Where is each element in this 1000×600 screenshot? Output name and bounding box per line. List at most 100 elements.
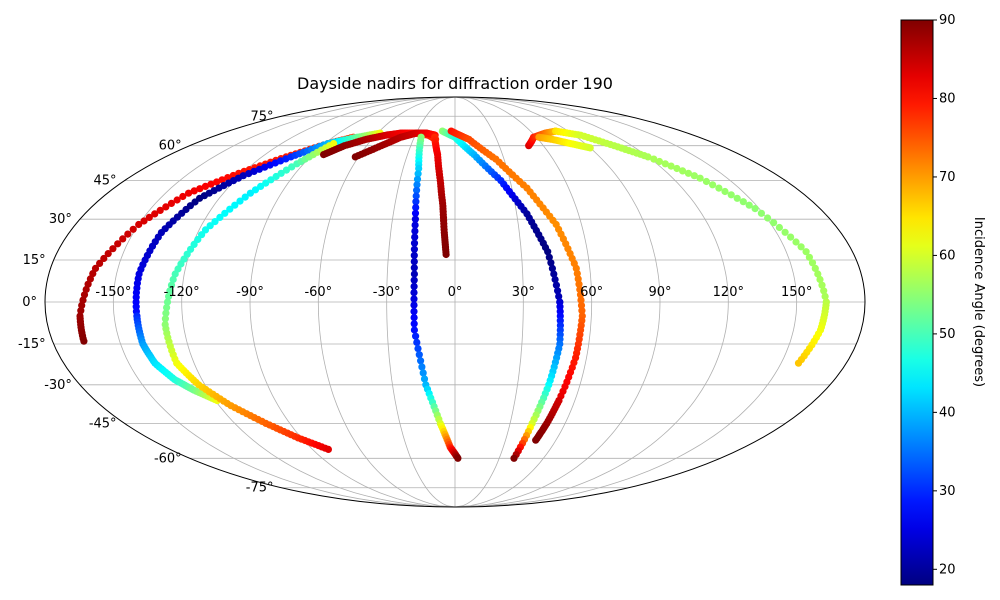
lat-tick-label: -75° [246, 481, 274, 496]
data-point [410, 307, 418, 315]
data-point [532, 436, 540, 444]
data-point [156, 206, 164, 214]
data-point [198, 231, 206, 239]
colorbar-tick-label: 50 [939, 327, 956, 342]
data-point [410, 326, 418, 334]
data-point [165, 292, 173, 300]
data-point [410, 239, 419, 247]
data-point [510, 454, 518, 462]
data-point [77, 307, 85, 315]
data-point [411, 221, 419, 229]
data-point [544, 248, 552, 256]
data-point [673, 164, 681, 173]
data-point [751, 205, 759, 213]
data-point [781, 228, 789, 236]
lon-tick-label: 60° [580, 285, 603, 300]
data-point [196, 185, 204, 193]
data-point [194, 235, 202, 244]
data-point [413, 175, 422, 183]
data-point [552, 281, 561, 289]
data-point [410, 301, 418, 309]
lon-tick-label: -120° [164, 285, 200, 300]
data-point [577, 301, 586, 309]
data-point [410, 282, 418, 290]
data-point [410, 314, 418, 322]
data-point [411, 215, 419, 223]
data-point [201, 226, 210, 234]
data-point [770, 219, 778, 227]
lat-tick-label: 0° [22, 295, 37, 310]
lon-tick-label: -150° [95, 285, 131, 300]
data-point [547, 259, 555, 267]
data-point [91, 264, 100, 272]
data-point [330, 140, 338, 148]
data-point [410, 251, 418, 259]
data-point [702, 177, 711, 186]
lon-tick-label: 30° [512, 285, 535, 300]
data-point [224, 174, 232, 182]
data-point [411, 209, 420, 217]
data-point [213, 178, 221, 186]
data-point [231, 201, 239, 209]
data-point [267, 176, 275, 184]
data-point [576, 291, 585, 299]
map-boundary [44, 96, 866, 508]
data-point [410, 320, 418, 328]
lon-tick-label: -30° [373, 285, 401, 300]
data-point [696, 174, 704, 182]
colorbar-tick-label: 90 [939, 13, 956, 28]
data-point [207, 180, 215, 188]
data-point [135, 220, 143, 229]
data-point [733, 194, 741, 202]
data-point [575, 280, 583, 288]
data-point [411, 227, 419, 235]
data-point [140, 217, 148, 225]
data-point [241, 193, 249, 201]
colorbar-tick-label: 80 [939, 91, 956, 106]
data-point [179, 192, 187, 201]
data-point [119, 235, 127, 243]
data-point [797, 243, 805, 251]
data-point [739, 198, 747, 206]
data-point [216, 213, 224, 221]
colorbar-tick-label: 40 [939, 405, 956, 420]
data-point [573, 270, 581, 278]
data-point [577, 296, 585, 304]
data-point [190, 187, 198, 195]
data-point [745, 201, 753, 209]
data-point [721, 187, 729, 196]
longitude-tick-labels: -150° -120° -90° -60° -30° 0° 30° 60° 90° 120° 150… [95, 285, 812, 300]
data-point [162, 309, 170, 317]
data-point [236, 197, 244, 205]
data-point [262, 179, 270, 187]
data-point [211, 218, 219, 226]
data-point [550, 270, 558, 278]
data-point [109, 245, 117, 253]
data-point [794, 359, 803, 367]
chart-title: Dayside nadirs for diffraction order 190 [297, 74, 613, 93]
data-point [554, 287, 562, 295]
data-point [419, 369, 427, 377]
data-point [324, 445, 332, 453]
colorbar-tick-label: 60 [939, 248, 956, 263]
data-point [251, 186, 260, 194]
data-point [114, 240, 122, 248]
lat-tick-label: -60° [154, 451, 182, 466]
data-point [161, 315, 169, 323]
data-point [246, 189, 254, 197]
data-point [412, 192, 420, 200]
data-point [418, 363, 426, 371]
lat-tick-label: 45° [94, 174, 117, 189]
data-point [221, 209, 229, 217]
data-point [410, 245, 418, 253]
data-point [808, 259, 817, 267]
data-point [412, 203, 420, 212]
lat-tick-label: -45° [89, 416, 117, 431]
data-point [162, 203, 170, 211]
data-point [163, 298, 172, 306]
data-point [410, 276, 418, 284]
data-point [250, 167, 258, 175]
data-point [574, 275, 582, 283]
data-point [415, 164, 423, 173]
